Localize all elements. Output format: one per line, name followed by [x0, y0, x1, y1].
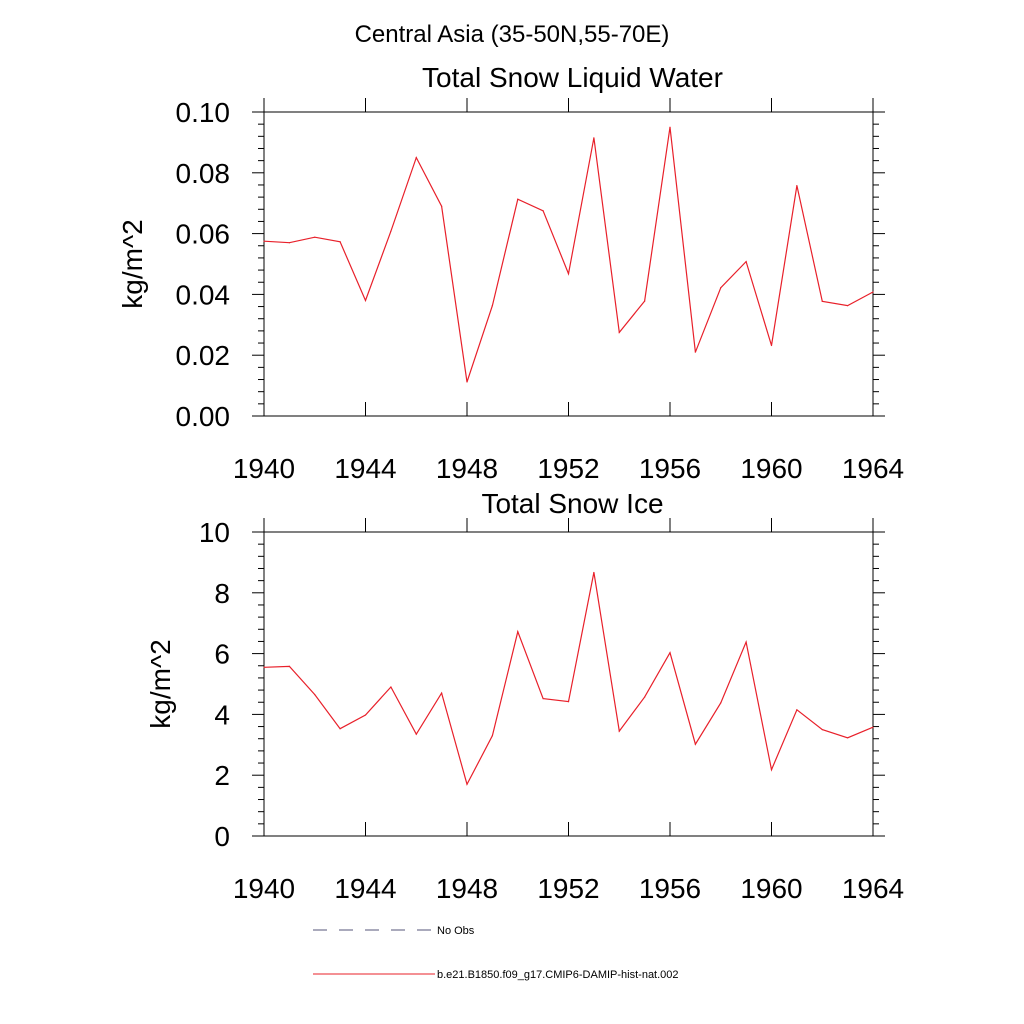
- x-tick-label: 1964: [842, 453, 904, 484]
- data-point: [364, 714, 367, 716]
- y-tick-label: 6: [214, 639, 230, 670]
- data-point: [821, 729, 823, 731]
- x-tick-label: 1944: [334, 453, 396, 484]
- legend: No Obs b.e21.B1850.f09_g17.CMIP6-DAMIP-h…: [313, 925, 679, 981]
- data-point: [339, 241, 341, 243]
- y-tick-label: 2: [214, 760, 230, 791]
- y-axis-label: kg/m^2: [145, 639, 176, 728]
- data-point: [593, 137, 595, 139]
- data-point: [796, 184, 798, 187]
- data-point: [364, 299, 367, 302]
- x-tick-label: 1944: [334, 873, 396, 904]
- data-point: [263, 240, 265, 242]
- data-point: [339, 728, 341, 730]
- data-point: [872, 726, 874, 728]
- x-tick-label: 1948: [436, 453, 498, 484]
- data-point: [669, 126, 671, 128]
- legend-item-model-run: b.e21.B1850.f09_g17.CMIP6-DAMIP-hist-nat…: [313, 969, 679, 981]
- data-point: [720, 702, 722, 704]
- data-point: [542, 697, 544, 700]
- data-point: [644, 300, 646, 302]
- data-point: [694, 743, 696, 745]
- y-tick-label: 0.06: [176, 219, 231, 250]
- x-tick-label: 1940: [233, 453, 295, 484]
- data-point: [415, 157, 417, 159]
- data-point: [517, 198, 519, 200]
- data-point: [720, 287, 722, 289]
- legend-label-model-run: b.e21.B1850.f09_g17.CMIP6-DAMIP-hist-nat…: [437, 969, 679, 981]
- y-tick-label: 0.00: [176, 401, 231, 432]
- data-point: [618, 331, 620, 333]
- legend-label-no-obs: No Obs: [437, 925, 475, 937]
- data-point: [745, 641, 747, 643]
- y-tick-label: 0.08: [176, 158, 231, 189]
- x-tick-label: 1948: [436, 873, 498, 904]
- series-line-snow-liquid-water: [263, 127, 874, 383]
- data-point: [770, 769, 773, 771]
- x-tick-label: 1952: [537, 873, 599, 904]
- data-point: [288, 665, 290, 667]
- data-point: [390, 686, 392, 688]
- data-point: [593, 571, 595, 574]
- panel-snow-ice: Total Snow Ice kg/m^2 1940 1944 1948 1952 1956…: [145, 488, 904, 904]
- x-tick-label: 1940: [233, 873, 295, 904]
- data-point: [491, 305, 493, 307]
- x-tick-label: 1960: [740, 873, 802, 904]
- data-point: [542, 210, 544, 212]
- x-tick-label: 1956: [639, 873, 701, 904]
- data-point: [314, 236, 316, 238]
- y-tick-label: 0.02: [176, 340, 231, 371]
- data-point: [517, 631, 519, 633]
- data-point: [847, 305, 849, 307]
- data-point: [415, 733, 417, 735]
- panel-snow-liquid-water: Total Snow Liquid Water kg/m^2 1940 1944 194…: [117, 62, 904, 484]
- data-point: [669, 652, 671, 654]
- y-tick-label: 0.10: [176, 97, 231, 128]
- data-point: [441, 205, 443, 207]
- data-point: [770, 344, 773, 347]
- y-tick-label: 0: [214, 821, 230, 852]
- data-point: [796, 709, 798, 711]
- data-point: [263, 666, 265, 668]
- plot-frame: [263, 111, 874, 417]
- data-point: [644, 696, 646, 698]
- legend-item-no-obs: No Obs: [313, 925, 475, 937]
- x-tick-label: 1960: [740, 453, 802, 484]
- plot-frame: [263, 531, 874, 837]
- data-point: [466, 381, 468, 383]
- x-tick-label: 1952: [537, 453, 599, 484]
- chart-title-snow-ice: Total Snow Ice: [481, 488, 663, 519]
- y-tick-label: 4: [214, 699, 230, 730]
- data-point: [745, 260, 747, 263]
- data-point: [288, 242, 290, 244]
- chart-title-snow-liquid-water: Total Snow Liquid Water: [422, 62, 723, 93]
- data-point: [466, 783, 468, 785]
- y-axis-label: kg/m^2: [117, 219, 148, 308]
- data-point: [314, 694, 316, 696]
- y-tick-label: 10: [199, 517, 230, 548]
- data-point: [567, 273, 570, 275]
- data-point: [618, 730, 620, 732]
- y-tick-label: 8: [214, 578, 230, 609]
- data-point: [441, 692, 443, 694]
- data-point: [491, 735, 493, 737]
- x-tick-label: 1956: [639, 453, 701, 484]
- data-point: [872, 291, 874, 293]
- data-point: [694, 351, 696, 353]
- data-point: [847, 737, 849, 739]
- y-tick-label: 0.04: [176, 279, 231, 310]
- data-point: [390, 230, 392, 232]
- x-tick-label: 1964: [842, 873, 904, 904]
- figure-title: Central Asia (35-50N,55-70E): [355, 21, 670, 48]
- data-point: [821, 300, 823, 302]
- data-point: [567, 701, 570, 703]
- series-line-snow-ice: [263, 572, 874, 786]
